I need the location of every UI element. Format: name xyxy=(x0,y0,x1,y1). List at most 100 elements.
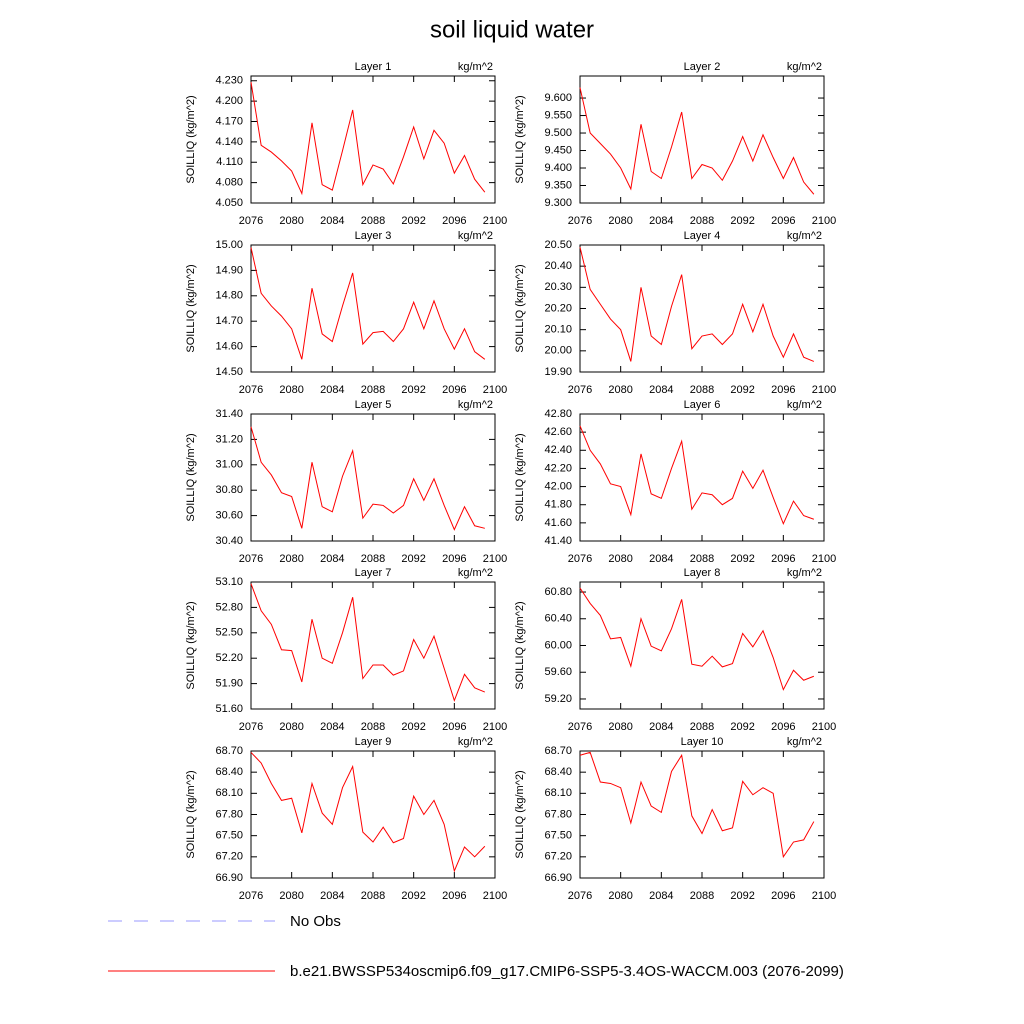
y-tick-label: 4.140 xyxy=(215,136,243,148)
plot-frame xyxy=(250,244,496,373)
legend-label: No Obs xyxy=(290,913,341,930)
y-tick-label: 68.70 xyxy=(215,745,243,757)
x-tick-label: 2084 xyxy=(649,553,673,565)
x-tick-label: 2088 xyxy=(361,890,385,902)
y-tick-label: 4.200 xyxy=(215,95,243,107)
y-tick-label: 67.80 xyxy=(544,808,572,820)
data-line xyxy=(250,247,486,360)
x-tick-label: 2080 xyxy=(279,215,303,227)
x-tick-label: 2088 xyxy=(361,384,385,396)
y-tick-label: 9.450 xyxy=(544,144,572,156)
panel-title: Layer 4 xyxy=(684,230,721,242)
y-tick-label: 60.80 xyxy=(544,586,572,598)
y-tick-label: 51.60 xyxy=(215,703,243,715)
x-tick-label: 2088 xyxy=(690,553,714,565)
data-line xyxy=(579,87,815,195)
data-line xyxy=(250,752,486,873)
x-tick-label: 2088 xyxy=(361,215,385,227)
y-tick-label: 20.30 xyxy=(544,281,572,293)
x-tick-label: 2096 xyxy=(771,553,795,565)
y-tick-label: 14.80 xyxy=(215,290,243,302)
x-tick-label: 2076 xyxy=(568,721,592,733)
x-tick-label: 2076 xyxy=(239,215,263,227)
x-tick-label: 2096 xyxy=(442,215,466,227)
x-tick-label: 2092 xyxy=(730,384,754,396)
panel-title: Layer 1 xyxy=(355,61,392,73)
y-tick-label: 41.60 xyxy=(544,517,572,529)
y-axis-label: SOILLIQ (kg/m^2) xyxy=(185,95,197,183)
y-axis-label: SOILLIQ (kg/m^2) xyxy=(185,601,197,689)
panel-units: kg/m^2 xyxy=(458,399,493,411)
x-tick-label: 2096 xyxy=(442,553,466,565)
panel-units: kg/m^2 xyxy=(787,61,822,73)
y-tick-label: 52.50 xyxy=(215,627,243,639)
x-tick-label: 2096 xyxy=(442,384,466,396)
x-tick-label: 2100 xyxy=(812,553,836,565)
x-tick-label: 2084 xyxy=(320,553,344,565)
y-tick-label: 4.170 xyxy=(215,115,243,127)
y-axis-label: SOILLIQ (kg/m^2) xyxy=(185,264,197,352)
y-tick-label: 31.20 xyxy=(215,433,243,445)
y-tick-label: 52.80 xyxy=(215,601,243,613)
x-tick-label: 2076 xyxy=(568,215,592,227)
x-tick-label: 2092 xyxy=(730,890,754,902)
y-tick-label: 14.60 xyxy=(215,341,243,353)
y-tick-label: 9.400 xyxy=(544,162,572,174)
x-tick-label: 2076 xyxy=(568,890,592,902)
x-tick-label: 2084 xyxy=(320,721,344,733)
x-tick-label: 2088 xyxy=(361,721,385,733)
x-tick-label: 2084 xyxy=(649,215,673,227)
y-tick-label: 9.600 xyxy=(544,92,572,104)
panel-units: kg/m^2 xyxy=(787,399,822,411)
y-tick-label: 67.20 xyxy=(215,851,243,863)
x-tick-label: 2088 xyxy=(361,553,385,565)
x-tick-label: 2092 xyxy=(730,553,754,565)
plot-frame xyxy=(250,750,496,879)
y-tick-label: 14.50 xyxy=(215,366,243,378)
data-line xyxy=(579,247,815,362)
x-tick-label: 2088 xyxy=(690,384,714,396)
y-tick-label: 9.550 xyxy=(544,109,572,121)
x-tick-label: 2100 xyxy=(812,721,836,733)
x-tick-label: 2100 xyxy=(483,384,507,396)
x-tick-label: 2080 xyxy=(608,215,632,227)
y-tick-label: 4.080 xyxy=(215,177,243,189)
y-tick-label: 41.80 xyxy=(544,499,572,511)
x-tick-label: 2084 xyxy=(649,384,673,396)
x-tick-label: 2080 xyxy=(608,553,632,565)
y-tick-label: 59.60 xyxy=(544,666,572,678)
y-tick-label: 42.20 xyxy=(544,462,572,474)
y-tick-label: 20.10 xyxy=(544,324,572,336)
x-tick-label: 2092 xyxy=(401,553,425,565)
panel-units: kg/m^2 xyxy=(458,736,493,748)
x-tick-label: 2096 xyxy=(771,384,795,396)
panel-title: Layer 6 xyxy=(684,399,721,411)
x-tick-label: 2100 xyxy=(483,721,507,733)
y-tick-label: 68.10 xyxy=(215,787,243,799)
plot-frame xyxy=(579,244,825,373)
x-tick-label: 2076 xyxy=(568,384,592,396)
panel-title: Layer 9 xyxy=(355,736,392,748)
y-tick-label: 66.90 xyxy=(215,872,243,884)
panel-title: Layer 3 xyxy=(355,230,392,242)
x-tick-label: 2096 xyxy=(442,721,466,733)
x-tick-label: 2076 xyxy=(239,384,263,396)
x-tick-label: 2100 xyxy=(812,384,836,396)
y-axis-label: SOILLIQ (kg/m^2) xyxy=(514,770,526,858)
x-tick-label: 2092 xyxy=(401,215,425,227)
y-tick-label: 4.230 xyxy=(215,75,243,87)
data-line xyxy=(579,425,814,526)
x-tick-label: 2080 xyxy=(608,384,632,396)
x-tick-label: 2100 xyxy=(812,890,836,902)
y-tick-label: 60.40 xyxy=(544,613,572,625)
x-tick-label: 2096 xyxy=(442,890,466,902)
data-line xyxy=(250,426,485,531)
panel-units: kg/m^2 xyxy=(787,567,822,579)
x-tick-label: 2076 xyxy=(239,721,263,733)
y-tick-label: 66.90 xyxy=(544,872,572,884)
y-tick-label: 52.20 xyxy=(215,652,243,664)
y-tick-label: 30.40 xyxy=(215,535,243,547)
panel-title: Layer 2 xyxy=(684,61,721,73)
plot-frame xyxy=(250,75,496,204)
